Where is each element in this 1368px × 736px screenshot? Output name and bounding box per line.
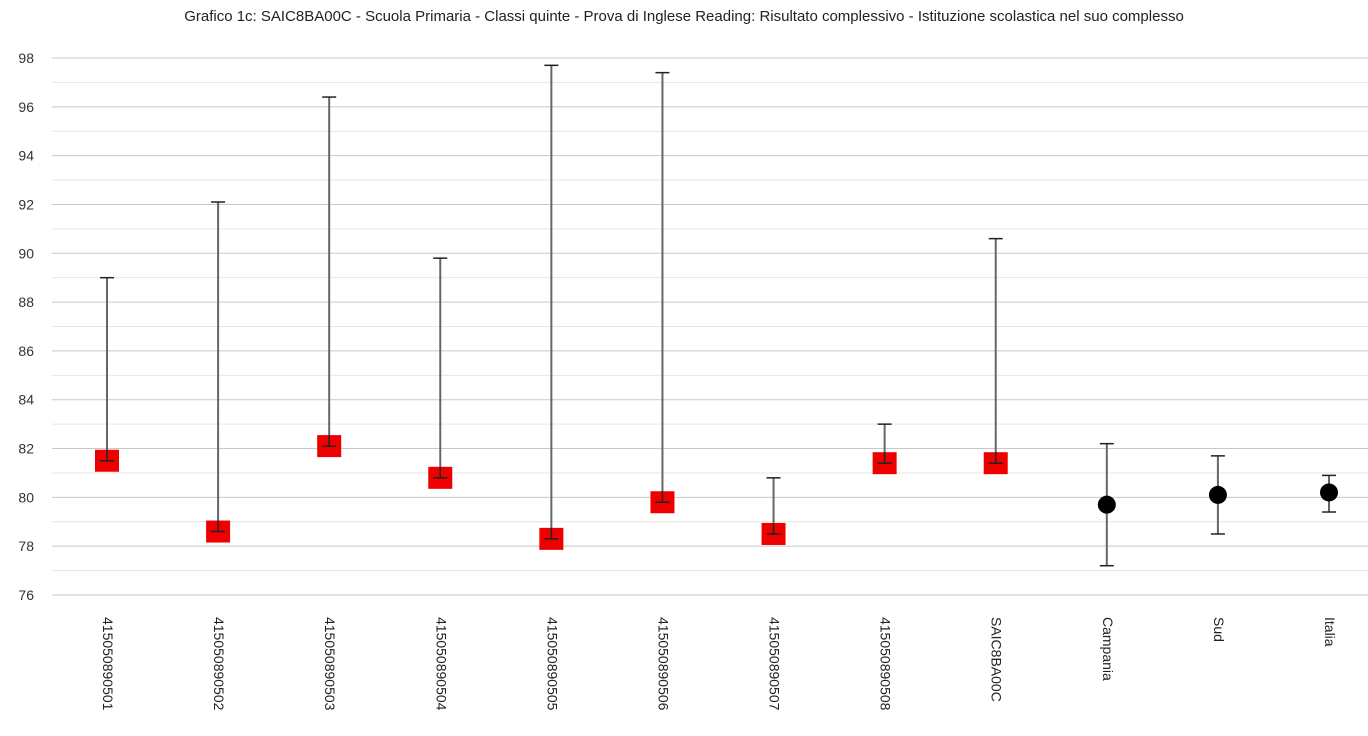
y-axis-ticks: 76 78 80 82 84 86 88 90 92 94 96 98 [18,50,34,603]
x-axis-ticks: 415050890501 415050890502 415050890503 4150… [100,617,1338,711]
x-tick-label: 415050890507 [767,617,783,711]
y-tick-label: 92 [18,196,34,212]
error-bars [100,64,1336,567]
data-point-circle [1208,485,1227,504]
chart-title: Grafico 1c: SAIC8BA00C - Scuola Primaria… [184,8,1184,25]
y-tick-label: 82 [18,441,34,457]
y-tick-label: 94 [18,148,34,164]
x-tick-label: 415050890506 [655,617,671,711]
data-point-circle [1097,495,1116,514]
x-tick-label: Campania [1100,617,1116,681]
x-tick-label: Italia [1322,617,1338,647]
x-tick-label: Sud [1211,617,1227,642]
y-tick-label: 86 [18,343,34,359]
y-tick-label: 90 [18,245,34,261]
data-markers [95,435,1338,550]
x-tick-label: 415050890504 [433,617,449,711]
y-tick-label: 80 [18,489,34,505]
grid-lines [52,57,1368,596]
y-tick-label: 76 [18,587,34,603]
x-tick-label: 415050890502 [211,617,227,711]
y-tick-label: 84 [18,392,34,408]
y-tick-label: 98 [18,50,34,66]
data-point-circle [1320,483,1338,502]
x-tick-label: 415050890505 [544,617,560,711]
y-tick-label: 78 [18,538,34,554]
x-tick-label: 415050890501 [100,617,116,711]
y-tick-label: 88 [18,294,34,310]
x-tick-label: 415050890508 [878,617,894,711]
x-tick-label: 415050890503 [322,617,338,711]
x-tick-label: SAIC8BA00C [989,617,1005,702]
y-tick-label: 96 [18,99,34,115]
